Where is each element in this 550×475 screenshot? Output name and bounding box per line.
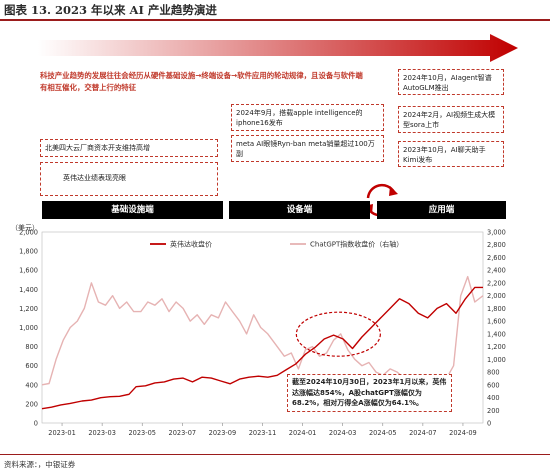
y-right-tick-label: 2,600 bbox=[487, 254, 506, 262]
x-tick-label: 2024-07 bbox=[409, 429, 437, 437]
note-kimi: 2023年10月，AI聊天助手Kimi发布 bbox=[398, 141, 504, 167]
y-left-tick-label: 200 bbox=[25, 400, 38, 408]
bottom-rule bbox=[0, 454, 550, 455]
x-tick-label: 2024-09 bbox=[449, 429, 477, 437]
y-left-tick-label: 2,000 bbox=[19, 229, 38, 237]
x-tick-label: 2023-11 bbox=[249, 429, 277, 437]
y-right-tick-label: 0 bbox=[487, 420, 491, 428]
figure-header: 图表 13. 2023 年以来 AI 产业趋势演进 bbox=[0, 0, 550, 21]
y-left-tick-label: 400 bbox=[25, 381, 38, 389]
y-right-tick-label: 1,800 bbox=[487, 305, 506, 313]
legend-label: 英伟达收盘价 bbox=[170, 240, 212, 249]
series-line-nvidia bbox=[41, 286, 483, 410]
x-tick-label: 2023-01 bbox=[48, 429, 76, 437]
y-right-tick-label: 2,800 bbox=[487, 241, 506, 249]
y-right-tick-label: 1,600 bbox=[487, 318, 506, 326]
y-left-tick-label: 800 bbox=[25, 343, 38, 351]
note-capex: 北美四大云厂商资本开支维持高增 bbox=[40, 139, 218, 157]
y-left-tick-label: 1,600 bbox=[19, 267, 38, 275]
note-sora: 2024年2月，AI视频生成大模型sora上市 bbox=[398, 106, 504, 133]
phase-infrastructure: 基础设施端 bbox=[42, 201, 223, 219]
y-right-tick-label: 3,000 bbox=[487, 229, 506, 237]
price-chart: （美元） 0 200 400 600 800 1,000 1,200 1,400 1,600 1,8… bbox=[11, 223, 506, 437]
x-tick-label: 2024-05 bbox=[369, 429, 397, 437]
legend-label: ChatGPT指数收盘价（右轴） bbox=[310, 240, 403, 249]
highlight-ellipse bbox=[295, 311, 381, 357]
note-nvidia: 英伟达业绩表现亮眼 bbox=[40, 162, 218, 196]
figure-title: 图表 13. 2023 年以来 AI 产业趋势演进 bbox=[4, 3, 217, 17]
phase-devices: 设备端 bbox=[229, 201, 370, 219]
y-right-tick-label: 2,400 bbox=[487, 267, 506, 275]
note-meta-glasses: meta AI眼镜Ryn-ban meta销量超过100万副 bbox=[231, 135, 384, 162]
title-rule bbox=[0, 19, 550, 21]
y-left-tick-label: 1,400 bbox=[19, 286, 38, 294]
note-autoglm: 2024年10月，AIagent智谱AutoGLM推出 bbox=[398, 69, 504, 95]
y-right-tick-label: 200 bbox=[487, 407, 500, 415]
y-left-tick-label: 1,800 bbox=[19, 248, 38, 256]
y-right-tick-label: 1,000 bbox=[487, 356, 506, 364]
trend-arrow bbox=[38, 34, 518, 62]
x-tick-label: 2023-07 bbox=[169, 429, 197, 437]
y-right-tick-label: 2,000 bbox=[487, 292, 506, 300]
y-right-tick-label: 2,200 bbox=[487, 279, 506, 287]
y-right-tick-label: 1,400 bbox=[487, 330, 506, 338]
y-right-tick-label: 600 bbox=[487, 381, 500, 389]
y-left-tick-label: 0 bbox=[34, 420, 38, 428]
x-tick-label: 2024-01 bbox=[289, 429, 317, 437]
x-tick-label: 2023-03 bbox=[88, 429, 116, 437]
x-tick-label: 2023-09 bbox=[209, 429, 237, 437]
y-right-tick-label: 400 bbox=[487, 394, 500, 402]
y-right-tick-label: 800 bbox=[487, 369, 500, 377]
left-axis-unit: （美元） bbox=[11, 223, 39, 232]
source-note: 资料来源：，中银证券 bbox=[4, 460, 76, 469]
y-right-tick-label: 1,200 bbox=[487, 343, 506, 351]
phase-applications: 应用端 bbox=[377, 201, 506, 219]
series-line-chatgpt bbox=[41, 275, 484, 386]
intro-text: 科技产业趋势的发展往往会经历从硬件基础设施→终端设备→软件应用的轮动规律，且设备… bbox=[40, 71, 363, 92]
chart-annotation: 截至2024年10月30日，2023年1月以来，英伟达涨幅达854%，A股cha… bbox=[287, 374, 452, 412]
y-left-tick-label: 600 bbox=[25, 362, 38, 370]
y-left-tick-label: 1,000 bbox=[19, 324, 38, 332]
x-tick-label: 2023-05 bbox=[128, 429, 156, 437]
note-iphone16: 2024年9月，搭载apple intelligence的iphone16发布 bbox=[231, 104, 384, 131]
x-tick-label: 2024-03 bbox=[329, 429, 357, 437]
y-left-tick-label: 1,200 bbox=[19, 305, 38, 313]
